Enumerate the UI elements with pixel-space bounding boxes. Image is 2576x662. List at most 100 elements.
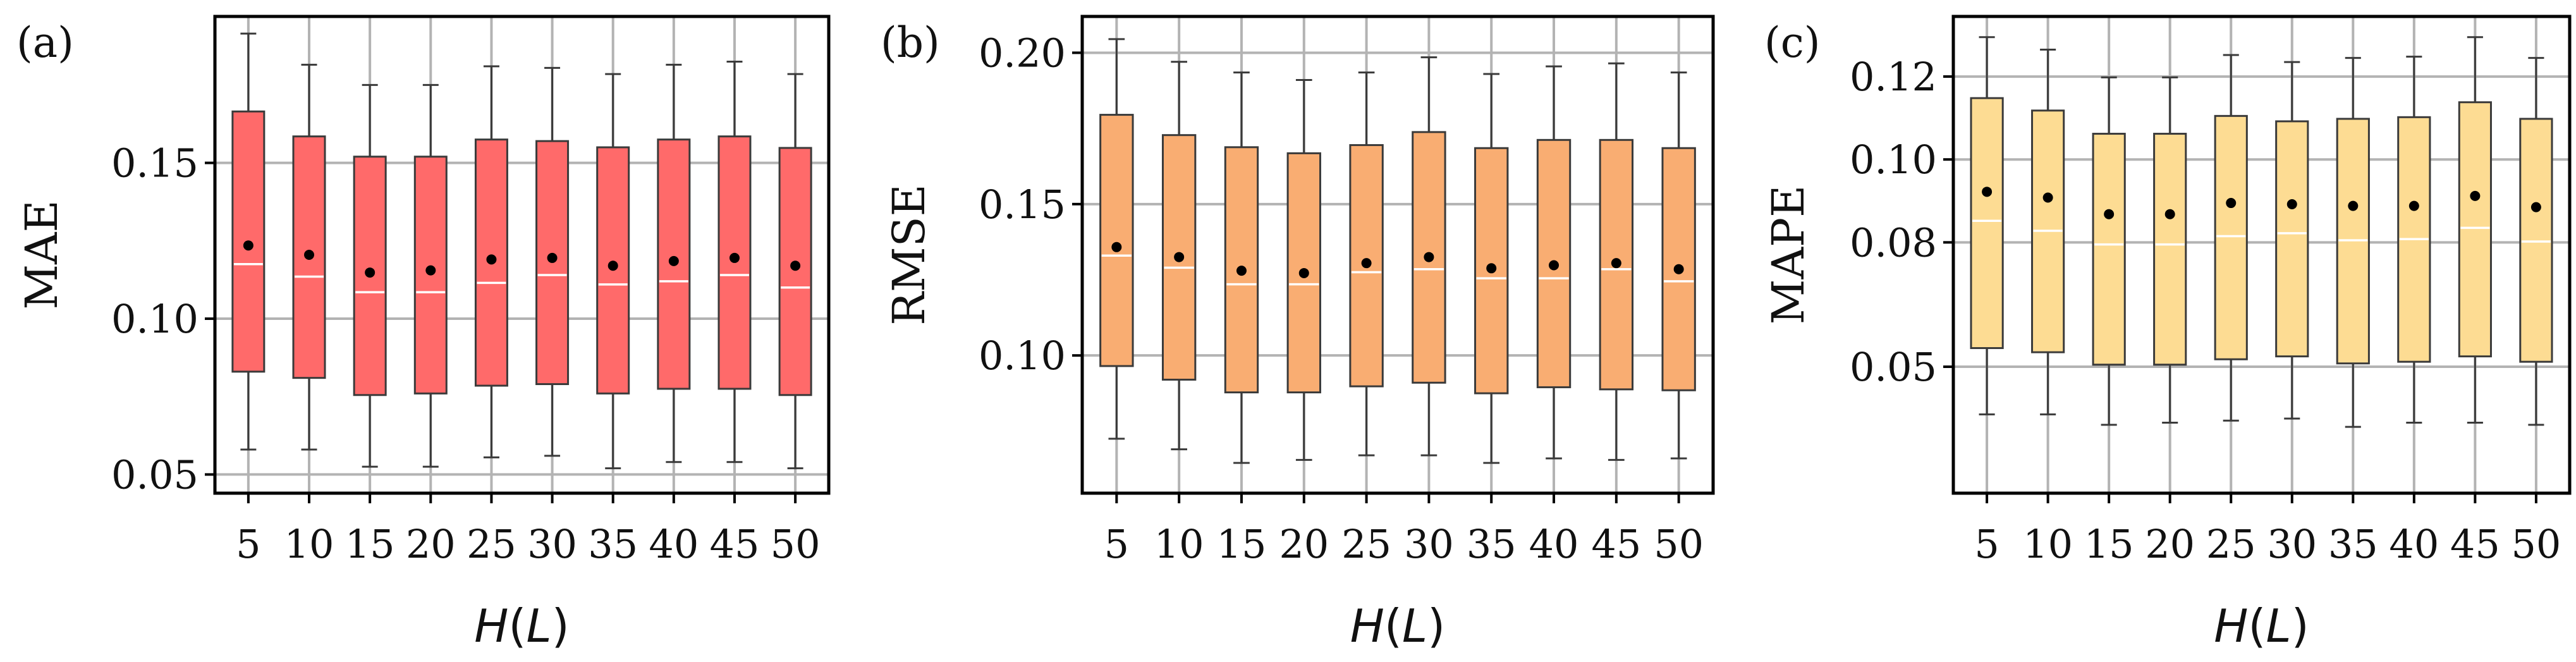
box-iqr xyxy=(2275,120,2309,358)
box-5 xyxy=(1099,38,1134,440)
box-iqr xyxy=(2092,133,2126,366)
mean-marker xyxy=(2530,202,2541,212)
x-axis-label-part: ( xyxy=(1384,599,1402,653)
panel-label: (a) xyxy=(16,18,74,67)
box-iqr xyxy=(2458,101,2492,358)
box-iqr xyxy=(2519,118,2553,363)
x-tick-label: 10 xyxy=(2023,521,2073,567)
box-40 xyxy=(657,63,691,463)
box-30 xyxy=(535,66,570,457)
box-15 xyxy=(2092,76,2126,426)
x-tick-label: 30 xyxy=(527,521,577,567)
mean-marker xyxy=(486,254,497,265)
mean-marker xyxy=(2164,209,2175,219)
mean-marker xyxy=(1174,252,1185,262)
y-tick-label: 0.20 xyxy=(979,30,1066,76)
x-axis-label-part: ( xyxy=(508,599,526,653)
box-25 xyxy=(1349,71,1384,457)
x-tick-label: 35 xyxy=(588,521,638,567)
y-tick-label: 0.08 xyxy=(1850,219,1937,266)
mean-marker xyxy=(1549,260,1560,271)
x-axis-label-part: L xyxy=(1402,599,1427,653)
mean-marker xyxy=(425,265,436,276)
y-tick-label: 0.10 xyxy=(979,333,1066,379)
box-45 xyxy=(717,60,752,463)
mean-marker xyxy=(1236,266,1247,276)
box-iqr xyxy=(1970,97,2004,350)
box-50 xyxy=(2519,57,2553,426)
x-axis-label-part: H xyxy=(474,599,508,653)
x-tick-label: 50 xyxy=(2511,521,2561,567)
box-40 xyxy=(1536,65,1572,460)
mean-marker xyxy=(1673,264,1684,274)
mean-marker xyxy=(304,250,315,260)
mean-marker xyxy=(2470,190,2481,201)
y-axis-label: MAE xyxy=(16,200,68,309)
mean-marker xyxy=(1611,258,1621,269)
x-tick-label: 15 xyxy=(2084,521,2134,567)
panel-3: 0.05 0.08 0.10 0.12 5 10 15 20 25 30 35 40 45 50 (c) MA… xyxy=(1762,15,2572,653)
box-5 xyxy=(1970,36,2004,415)
x-axis-label-part: H xyxy=(2214,599,2248,653)
y-tick-label: 0.15 xyxy=(979,181,1066,228)
axes-frame xyxy=(1080,15,1715,495)
box-5 xyxy=(231,32,266,451)
box-15 xyxy=(1224,71,1259,464)
panel-label: (c) xyxy=(1764,18,1820,67)
x-tick-label: 10 xyxy=(1154,521,1204,567)
x-axis-label-part: ( xyxy=(2248,599,2266,653)
x-tick-label: 5 xyxy=(1104,521,1129,567)
box-25 xyxy=(474,65,508,458)
mean-marker xyxy=(2042,192,2053,203)
box-iqr xyxy=(292,135,326,379)
mean-marker xyxy=(2286,199,2297,210)
x-tick-label: 40 xyxy=(649,521,699,567)
y-tick-label: 0.10 xyxy=(1850,137,1937,183)
mean-marker xyxy=(790,261,801,271)
box-iqr xyxy=(231,110,266,373)
x-axis-label: H(L) xyxy=(474,599,569,653)
mean-marker xyxy=(243,240,253,251)
x-tick-label: 50 xyxy=(771,521,821,567)
x-tick-label: 25 xyxy=(1341,521,1391,567)
x-tick-label: 45 xyxy=(1591,521,1641,567)
axes-frame xyxy=(213,15,831,495)
x-tick-label: 20 xyxy=(2145,521,2195,567)
mean-marker xyxy=(2408,200,2419,211)
y-tick-label: 0.10 xyxy=(111,296,198,342)
mean-marker xyxy=(1982,187,1993,197)
y-tick-label: 0.05 xyxy=(111,451,198,498)
box-25 xyxy=(2214,54,2248,422)
box-45 xyxy=(1599,62,1634,461)
mean-marker xyxy=(2348,200,2359,211)
panel-2: 0.10 0.15 0.20 5 10 15 20 25 30 35 40 45 50 (b) RMSE H(… xyxy=(881,15,1715,653)
x-tick-label: 45 xyxy=(2450,521,2500,567)
x-axis-label-part: ) xyxy=(2292,599,2309,653)
x-tick-label: 20 xyxy=(1279,521,1329,567)
mean-marker xyxy=(2226,198,2237,209)
box-15 xyxy=(353,83,387,468)
x-axis-label-part: L xyxy=(2266,599,2292,653)
x-tick-label: 30 xyxy=(1404,521,1454,567)
x-tick-label: 45 xyxy=(710,521,760,567)
mean-marker xyxy=(668,255,679,266)
box-iqr xyxy=(1161,134,1197,381)
box-iqr xyxy=(778,147,812,396)
mean-marker xyxy=(1424,252,1434,262)
box-35 xyxy=(1474,73,1509,464)
y-axis-label: MAPE xyxy=(1762,185,1814,324)
box-35 xyxy=(2336,57,2370,428)
x-tick-label: 40 xyxy=(1529,521,1579,567)
x-tick-label: 30 xyxy=(2267,521,2317,567)
x-tick-label: 50 xyxy=(1654,521,1704,567)
y-tick-label: 0.12 xyxy=(1850,54,1937,100)
x-tick-label: 10 xyxy=(284,521,334,567)
box-10 xyxy=(1161,61,1197,451)
x-tick-label: 15 xyxy=(1217,521,1267,567)
x-axis-label: H(L) xyxy=(1350,599,1445,653)
mean-marker xyxy=(1486,263,1497,274)
y-tick-label: 0.05 xyxy=(1850,344,1937,390)
box-iqr xyxy=(2214,114,2248,360)
box-45 xyxy=(2458,36,2492,424)
box-iqr xyxy=(1099,114,1134,367)
